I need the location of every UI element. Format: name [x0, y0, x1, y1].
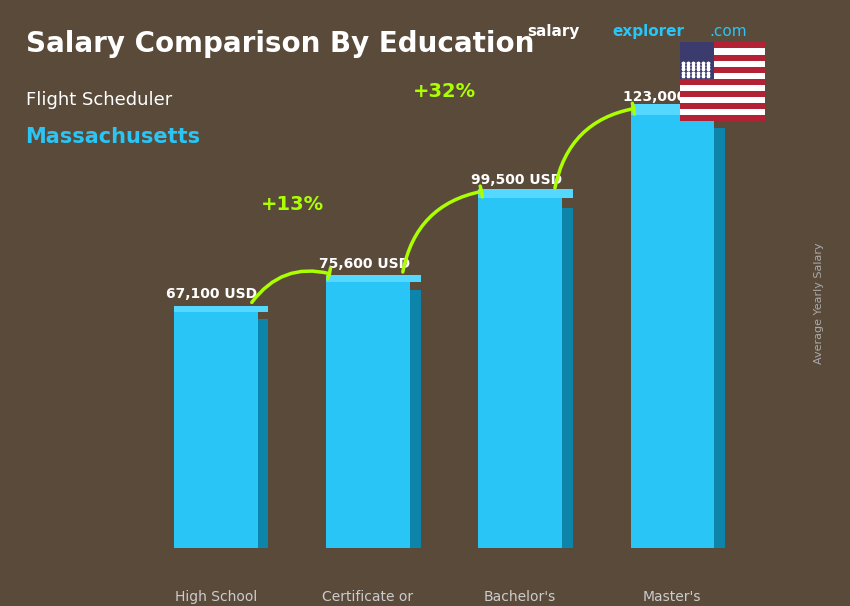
Text: +13%: +13%	[260, 195, 324, 214]
Text: Salary Comparison By Education: Salary Comparison By Education	[26, 30, 534, 58]
Text: 99,500 USD: 99,500 USD	[471, 173, 562, 187]
Bar	[680, 42, 765, 48]
Bar	[680, 109, 765, 115]
Text: Certificate or
Diploma: Certificate or Diploma	[322, 590, 414, 606]
Bar	[680, 55, 765, 61]
FancyBboxPatch shape	[631, 104, 725, 115]
Text: 67,100 USD: 67,100 USD	[167, 287, 258, 301]
Text: 75,600 USD: 75,600 USD	[319, 257, 410, 271]
Bar	[680, 79, 765, 85]
Bar	[680, 73, 765, 79]
Bar	[680, 42, 714, 79]
Text: Average Yearly Salary: Average Yearly Salary	[814, 242, 824, 364]
Text: Master's
Degree: Master's Degree	[643, 590, 701, 606]
FancyBboxPatch shape	[258, 319, 269, 548]
FancyBboxPatch shape	[410, 290, 421, 548]
Bar	[680, 97, 765, 103]
Text: +32%: +32%	[412, 82, 476, 101]
FancyBboxPatch shape	[174, 306, 269, 311]
Bar	[680, 67, 765, 73]
FancyBboxPatch shape	[714, 128, 725, 548]
Text: 123,000 USD: 123,000 USD	[623, 90, 724, 104]
Text: salary: salary	[527, 24, 580, 39]
Text: Flight Scheduler: Flight Scheduler	[26, 91, 172, 109]
Bar	[680, 61, 765, 67]
FancyBboxPatch shape	[326, 275, 421, 282]
FancyBboxPatch shape	[562, 208, 573, 548]
FancyBboxPatch shape	[174, 311, 258, 548]
Bar	[680, 48, 765, 55]
FancyBboxPatch shape	[326, 282, 410, 548]
FancyBboxPatch shape	[479, 189, 573, 198]
Bar	[680, 91, 765, 97]
FancyBboxPatch shape	[479, 198, 562, 548]
Text: explorer: explorer	[612, 24, 684, 39]
Bar	[680, 115, 765, 121]
Text: .com: .com	[710, 24, 747, 39]
FancyBboxPatch shape	[631, 115, 714, 548]
Bar	[680, 85, 765, 91]
Bar	[680, 103, 765, 109]
Text: High School: High School	[175, 590, 257, 604]
Text: Bachelor's
Degree: Bachelor's Degree	[484, 590, 556, 606]
Text: Massachusetts: Massachusetts	[26, 127, 201, 147]
